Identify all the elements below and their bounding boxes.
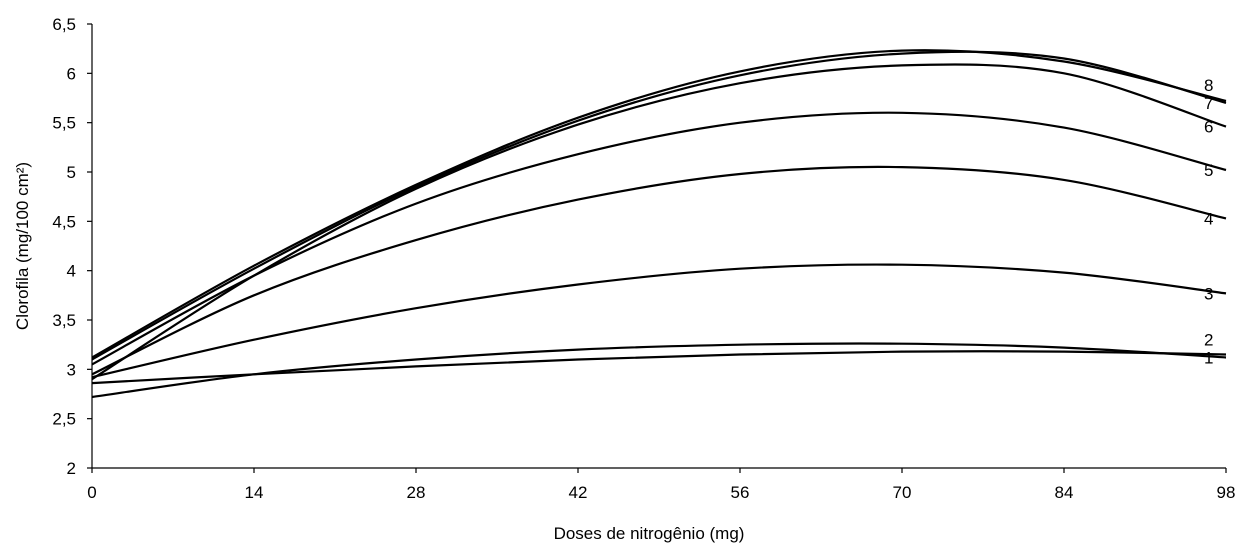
series-7-label: 7 bbox=[1204, 94, 1213, 113]
series-8-line bbox=[91, 49, 1227, 359]
x-axis-title: Doses de nitrogênio (mg) bbox=[554, 524, 745, 543]
series-label-group: 12 3 4 5 6 78 bbox=[1204, 76, 1213, 368]
x-tick-label: 14 bbox=[245, 483, 264, 502]
series-3-line bbox=[91, 263, 1227, 379]
series-4-label: 4 bbox=[1204, 209, 1213, 228]
x-tick-label: 84 bbox=[1055, 483, 1074, 502]
y-tick-label: 4,5 bbox=[52, 212, 76, 231]
y-tick-label: 6,5 bbox=[52, 15, 76, 34]
series-7-line bbox=[91, 50, 1227, 361]
series-8-label: 8 bbox=[1204, 76, 1213, 95]
series-group bbox=[91, 49, 1227, 399]
x-tick-label: 98 bbox=[1217, 483, 1236, 502]
x-tick-label: 42 bbox=[569, 483, 588, 502]
y-tick-label: 2,5 bbox=[52, 410, 76, 429]
x-tick-label: 70 bbox=[893, 483, 912, 502]
series-5-line bbox=[91, 111, 1227, 366]
x-tick-label: 0 bbox=[87, 483, 96, 502]
y-tick-label: 3 bbox=[67, 360, 76, 379]
y-tick-label: 3,5 bbox=[52, 311, 76, 330]
y-tick-label: 5 bbox=[67, 163, 76, 182]
y-tick-label: 6 bbox=[67, 64, 76, 83]
y-tick-label: 4 bbox=[67, 262, 76, 281]
series-2-label: 2 bbox=[1204, 330, 1213, 349]
series-4-line bbox=[91, 165, 1227, 376]
axes bbox=[91, 24, 1226, 469]
series-1-line bbox=[91, 342, 1227, 399]
x-tick-label: 56 bbox=[731, 483, 750, 502]
y-tick-label: 5,5 bbox=[52, 114, 76, 133]
y-tick-label: 2 bbox=[67, 459, 76, 478]
series-3-label: 3 bbox=[1204, 284, 1213, 303]
y-axis-title: Clorofila (mg/100 cm²) bbox=[13, 162, 32, 330]
series-2-line bbox=[91, 350, 1227, 385]
y-tick-group: 2 2,5 3 3,5 4 4,5 5 5,5 6 6,5 bbox=[52, 15, 92, 478]
series-6-line bbox=[91, 63, 1227, 381]
x-tick-group: 0 14 28 42 56 70 84 98 bbox=[87, 468, 1235, 502]
series-6-label: 6 bbox=[1204, 118, 1213, 137]
series-1-label: 1 bbox=[1204, 348, 1213, 367]
series-5-label: 5 bbox=[1204, 161, 1213, 180]
x-tick-label: 28 bbox=[407, 483, 426, 502]
